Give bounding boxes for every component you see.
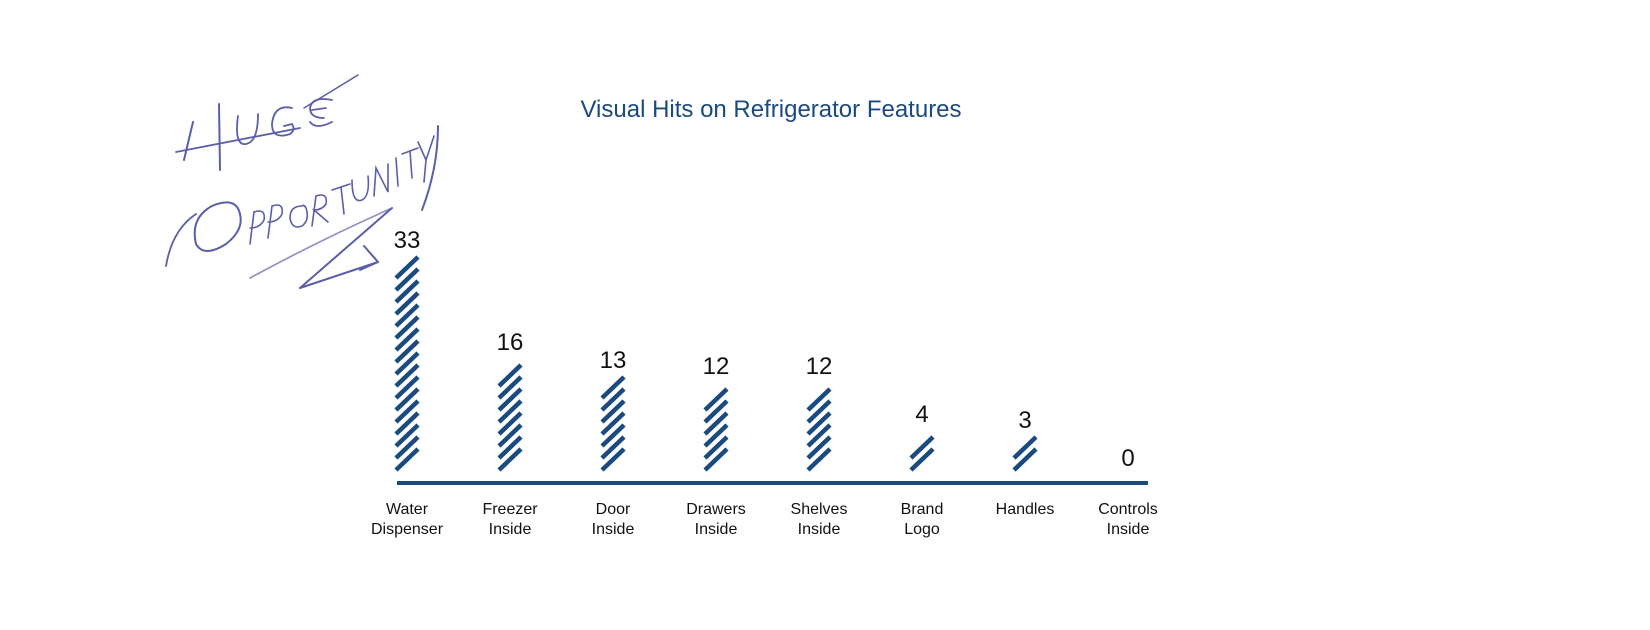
category-label-brand-logo: Brand Logo (901, 501, 944, 538)
value-label-freezer-inside: 16 (497, 329, 524, 356)
value-label-shelves-inside: 12 (806, 353, 833, 380)
category-label-shelves-inside: Shelves Inside (791, 501, 848, 538)
category-label-drawers-inside: Drawers Inside (686, 501, 746, 538)
value-labels: 33 16 13 12 12 4 3 0 (394, 227, 1135, 472)
bars (394, 255, 1038, 472)
category-label-freezer-inside: Freezer Inside (482, 501, 538, 538)
bar-shelves-inside (806, 387, 832, 472)
bar-water-dispenser (394, 255, 420, 472)
category-labels: Water Dispenser Freezer Inside Door Inside Dra… (371, 501, 1158, 538)
value-label-controls-inside: 0 (1121, 445, 1134, 472)
value-label-water-dispenser: 33 (394, 227, 421, 254)
value-label-door-inside: 13 (600, 347, 627, 374)
bar-freezer-inside (497, 363, 523, 472)
chart-title: Visual Hits on Refrigerator Features (580, 96, 961, 123)
handwritten-annotation (165, 74, 439, 289)
category-label-water-dispenser: Water Dispenser (371, 501, 444, 538)
bar-brand-logo (909, 435, 935, 472)
category-label-door-inside: Door Inside (592, 501, 635, 538)
bar-handles (1012, 435, 1038, 472)
category-label-controls-inside: Controls Inside (1098, 501, 1158, 538)
value-label-brand-logo: 4 (915, 401, 928, 428)
bar-drawers-inside (703, 387, 729, 472)
value-label-drawers-inside: 12 (703, 353, 730, 380)
category-label-handles: Handles (996, 501, 1055, 518)
value-label-handles: 3 (1018, 407, 1031, 434)
bar-door-inside (600, 375, 626, 472)
